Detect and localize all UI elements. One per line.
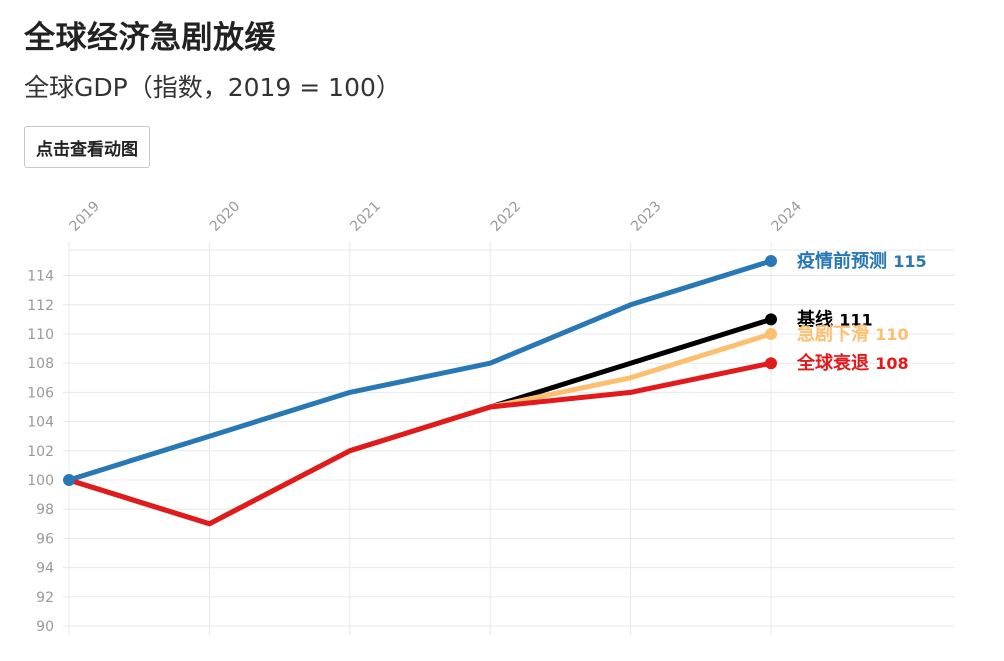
y-tick-label: 94	[36, 561, 54, 577]
y-tick-label: 100	[27, 473, 54, 489]
series-end-value: 108	[875, 354, 908, 373]
series-line	[66, 360, 774, 527]
series-end-value: 110	[875, 325, 908, 344]
series-name: 疫情前预测	[797, 250, 893, 272]
y-tick-label: 102	[27, 444, 54, 460]
series-line	[66, 258, 774, 483]
series-end-value: 115	[893, 252, 926, 271]
series-end-point	[765, 357, 777, 370]
y-tick-label: 96	[36, 531, 54, 547]
y-tick-label: 114	[27, 269, 54, 285]
view-animation-button[interactable]: 点击查看动图	[24, 126, 150, 168]
series-end-point	[765, 255, 777, 267]
y-tick-label: 110	[27, 327, 54, 343]
series-name: 基线	[796, 308, 839, 330]
x-tick-label: 2024	[769, 198, 806, 235]
y-tick-label: 98	[36, 502, 54, 518]
gridlines	[63, 242, 955, 635]
series-end-label: 全球衰退 108	[796, 352, 909, 374]
x-tick-label: 2020	[207, 198, 244, 235]
series-name: 急剧下滑	[797, 323, 875, 345]
y-tick-label: 106	[27, 385, 54, 401]
series-end-point	[765, 328, 777, 340]
y-tick-label: 112	[27, 298, 54, 314]
x-tick-label: 2019	[67, 198, 104, 235]
series-end-label: 疫情前预测 115	[797, 250, 927, 272]
series-end-label: 急剧下滑 110	[797, 323, 909, 345]
x-tick-label: 2021	[347, 198, 384, 235]
start-point	[63, 474, 75, 486]
chart-subtitle: 全球GDP（指数，2019 = 100）	[24, 73, 401, 102]
series-end-label: 基线 111	[796, 308, 873, 330]
chart-title: 全球经济急剧放缓	[24, 20, 276, 56]
y-tick-label: 104	[27, 415, 54, 431]
series-end-point	[765, 313, 777, 326]
y-tick-label: 90	[36, 619, 54, 635]
x-tick-label: 2023	[628, 198, 665, 235]
x-tick-label: 2022	[488, 198, 525, 235]
y-tick-label: 108	[27, 356, 54, 372]
y-tick-label: 92	[36, 590, 54, 606]
series-end-value: 111	[839, 310, 872, 329]
series-name: 全球衰退	[796, 352, 875, 374]
